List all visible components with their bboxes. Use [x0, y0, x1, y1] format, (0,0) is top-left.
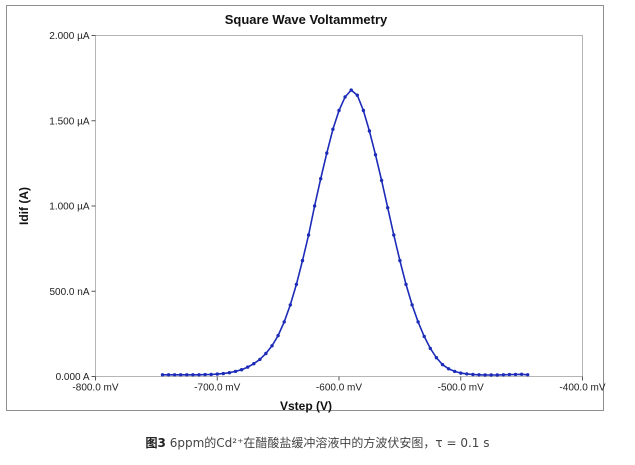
data-point — [416, 320, 420, 324]
data-point — [191, 373, 195, 377]
data-point — [233, 369, 238, 374]
data-point — [453, 369, 457, 374]
data-point — [507, 372, 512, 377]
data-point — [264, 351, 268, 356]
data-point — [422, 334, 426, 339]
data-point — [306, 233, 311, 237]
data-point — [331, 127, 335, 131]
data-point — [282, 320, 286, 324]
data-point — [319, 177, 323, 181]
data-point — [288, 303, 292, 307]
data-point — [185, 373, 189, 377]
y-tick-label: 1.000 µA — [49, 202, 90, 213]
data-point — [398, 258, 402, 263]
data-point — [300, 258, 305, 263]
data-point — [179, 373, 183, 377]
data-point — [258, 357, 262, 362]
data-point — [160, 373, 165, 377]
x-tick-label: -600.0 mV — [316, 383, 362, 394]
data-point — [386, 206, 390, 210]
y-tick-label: 500.0 nA — [49, 287, 89, 298]
data-point — [227, 371, 232, 375]
data-point — [215, 372, 219, 376]
caption-text: 6ppm的Cd²⁺在醋酸盐缓冲溶液中的方波伏安图，τ = 0.1 s — [165, 436, 490, 450]
data-point — [465, 372, 469, 376]
data-point — [428, 346, 432, 351]
data-point — [246, 365, 250, 369]
figure-label: 图3 — [145, 436, 166, 450]
data-point — [325, 151, 329, 155]
data-point — [379, 178, 384, 183]
data-point — [459, 371, 463, 375]
y-tick-label: 2.000 µA — [49, 31, 90, 42]
series-layer — [160, 88, 530, 377]
data-point — [209, 372, 213, 377]
x-axis-ticks: -800.0 mV -700.0 mV -600.0 mV -500.0 mV -400… — [72, 376, 606, 394]
data-point — [367, 129, 372, 133]
data-point — [477, 373, 481, 377]
y-axis-ticks: 0.000 A 500.0 nA 1.000 µA 1.500 µA 2.000 µA — [49, 31, 96, 383]
data-point — [410, 303, 414, 307]
data-point — [489, 373, 493, 377]
data-point — [495, 373, 499, 377]
chart-title: Square Wave Voltammetry — [225, 12, 388, 27]
data-point — [526, 373, 530, 377]
data-point — [349, 88, 353, 92]
y-tick-label: 0.000 A — [56, 372, 90, 383]
data-point — [483, 373, 487, 377]
x-tick-label: -800.0 mV — [72, 383, 118, 394]
data-point — [434, 356, 439, 360]
x-tick-label: -700.0 mV — [194, 383, 240, 394]
x-tick-label: -500.0 mV — [438, 383, 484, 394]
data-point — [203, 372, 207, 377]
data-point — [361, 108, 366, 113]
y-axis-title: Idif (A) — [17, 187, 31, 225]
x-tick-label: -400.0 mV — [559, 383, 605, 394]
data-point — [513, 372, 518, 377]
data-point — [221, 371, 225, 376]
data-point — [337, 108, 341, 113]
data-point — [276, 333, 280, 338]
data-point — [373, 153, 378, 157]
data-point — [312, 204, 317, 208]
data-point — [446, 367, 451, 371]
data-point — [294, 282, 299, 287]
data-point — [471, 372, 475, 377]
data-point — [501, 373, 506, 377]
data-point — [343, 95, 347, 99]
data-point — [197, 373, 201, 377]
data-point — [239, 368, 244, 372]
figure-caption: 图3 6ppm的Cd²⁺在醋酸盐缓冲溶液中的方波伏安图，τ = 0.1 s — [0, 434, 635, 451]
data-point — [392, 233, 396, 237]
data-point — [172, 373, 177, 377]
data-point — [404, 282, 408, 287]
data-point — [166, 373, 171, 377]
data-point — [355, 93, 359, 97]
data-point — [270, 344, 274, 348]
data-point — [440, 362, 445, 367]
chart: Square Wave Voltammetry Vstep (V) Idif (… — [6, 5, 606, 413]
y-tick-label: 1.500 µA — [49, 116, 90, 127]
x-axis-title: Vstep (V) — [280, 399, 332, 413]
plot-area — [95, 35, 583, 377]
data-point — [519, 372, 524, 376]
data-point — [252, 362, 256, 366]
